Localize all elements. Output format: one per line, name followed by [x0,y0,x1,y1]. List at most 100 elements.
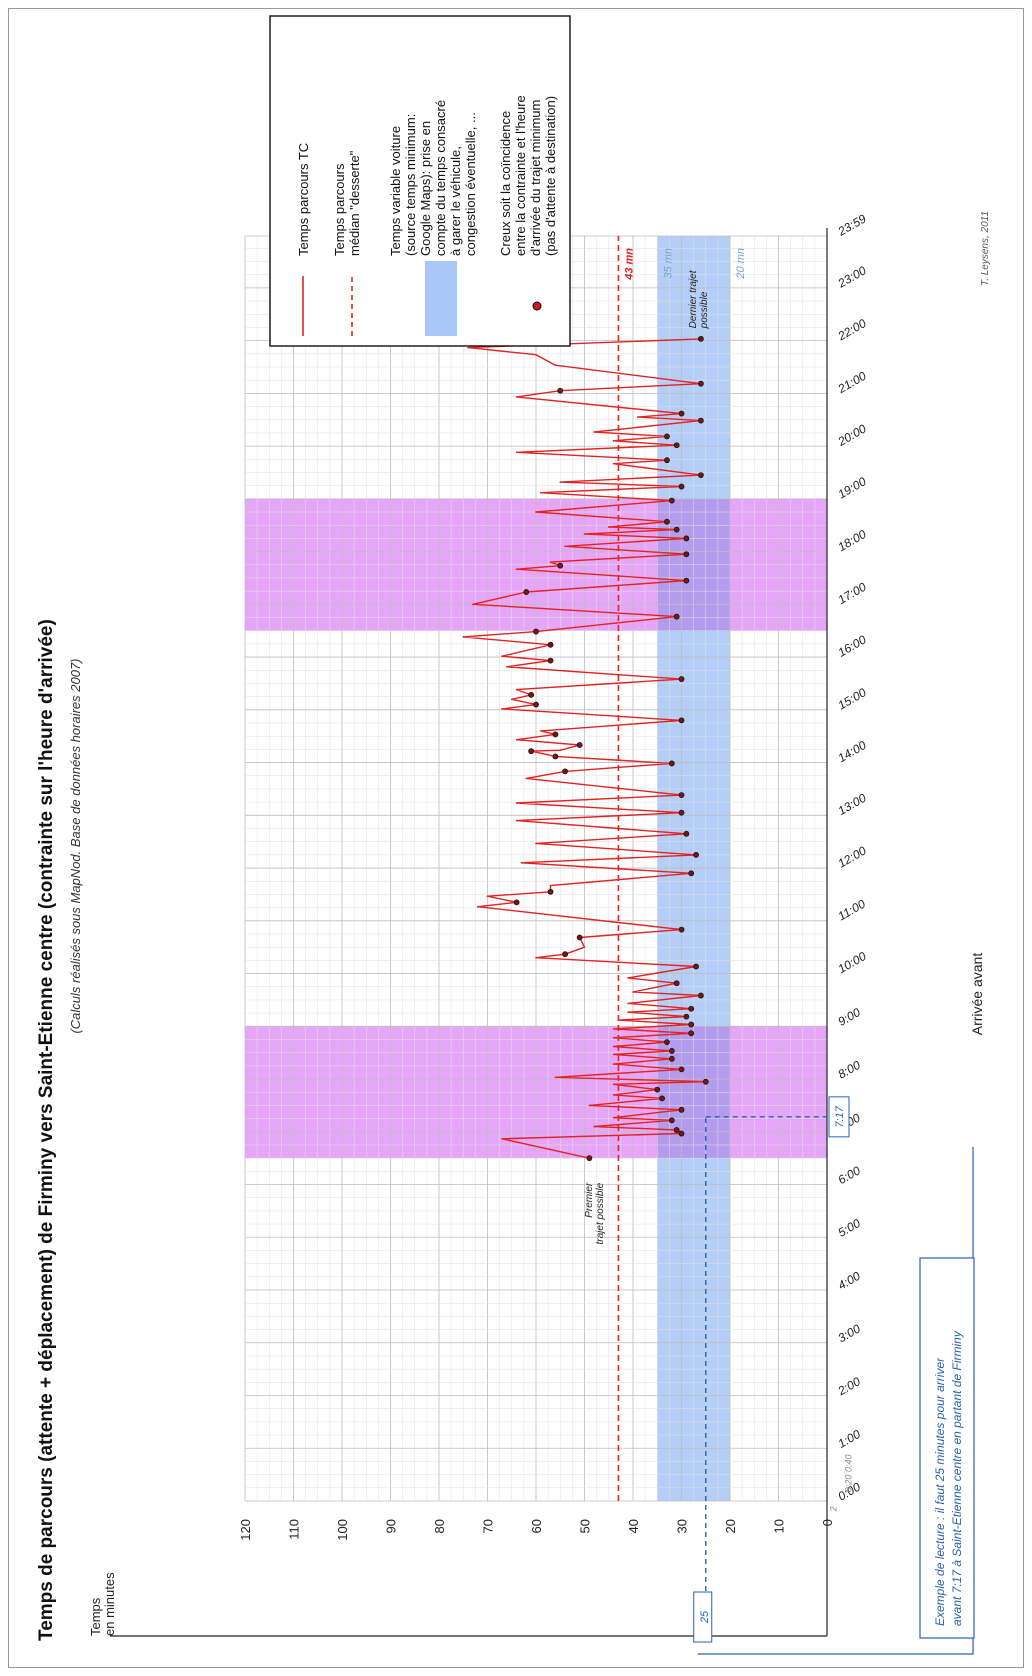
series-vertex [632,991,634,993]
series-vertex [501,1138,503,1140]
dip-marker [693,851,699,858]
x-tick-label: 5:00 [836,1216,864,1240]
dip-marker [693,963,699,970]
series-vertex [501,708,503,710]
y-tick-label: 50 [578,1519,593,1533]
dip-marker [673,442,680,449]
plot-area: 0 10 20 30 40 50 60 70 80 90 100 110 120 Tempsen minu… [88,211,975,1655]
dip-marker [668,1117,675,1124]
x-tick-label: 23:59 [835,211,869,239]
x-tick-label: 4:00 [836,1269,864,1293]
series-vertex [467,346,469,349]
series-vertex [515,396,518,398]
dip-marker [664,518,670,525]
tiny-label-0040: 0:40 [843,1454,853,1472]
series-vertex [607,526,610,528]
dip-marker [562,768,568,775]
series-vertex [612,1116,615,1119]
example-note-text: Exemple de lecture : il faut 25 minutes … [933,1330,964,1626]
dip-marker [678,483,685,490]
y-tick-label: 120 [238,1519,253,1541]
dip-marker [678,809,685,816]
series-vertex [588,1104,591,1107]
x-tick-label: 10:00 [836,949,869,976]
series-vertex [501,655,503,658]
example-value-label: 25 [699,1610,711,1624]
x-tick-label: 13:00 [836,791,869,818]
dip-marker [664,457,670,464]
series-vertex [515,568,518,570]
dip-marker [688,1030,695,1037]
dip-marker [528,691,535,698]
series-vertex [554,364,557,367]
x-tick-label: 22:00 [835,316,869,344]
dip-marker [562,951,568,958]
y-tick-label: 0 [820,1519,835,1526]
dip-marker [698,417,704,424]
series-vertex [549,884,552,887]
y-axis-title: Tempsen minutes [88,1572,117,1636]
legend-swatch-dip [532,301,542,311]
x-tick-label: 6:00 [836,1163,864,1187]
series-vertex [554,1076,557,1079]
series-vertex [472,603,474,606]
legend-swatch-car [425,261,457,336]
series-vertex [583,533,586,535]
dip-marker [552,753,559,760]
dip-marker [678,1130,685,1137]
dip-marker [668,1048,675,1054]
tiny-label-2: 2 [829,1506,839,1512]
legend-label-dip: Creux soit la coïncidenceentre la contra… [498,95,558,256]
dip-marker [698,335,704,342]
dip-marker [523,589,530,595]
x-tick-label: 23:00 [835,263,869,291]
dip-marker [678,676,685,682]
series-vertex [515,738,518,741]
series-vertex [540,730,542,732]
legend: Temps parcours TC Temps parcoursmédian "d… [269,15,571,347]
dip-marker [683,551,690,558]
tiny-label-0020: 0:20 [843,1475,853,1493]
y-tick-label: 30 [675,1519,690,1533]
dip-marker [678,717,685,724]
series-vertex [612,1036,615,1039]
credit-text: T. Leysens, 2011 [980,211,991,286]
y-tick-label: 80 [432,1519,447,1533]
car-band-bottom-label: 20 mn [735,248,747,280]
series-vertex [612,1083,615,1086]
y-tick-label: 90 [384,1519,399,1533]
example-time-box [828,1096,850,1138]
series-vertex [535,842,537,845]
dip-marker [683,535,690,542]
series-vertex [549,561,552,563]
y-tick-label: 10 [772,1519,787,1533]
example-time-label: 7:17 [834,1105,846,1127]
x-tick-label: 17:00 [836,580,869,607]
y-tick-label: 100 [335,1519,350,1541]
series-vertex [612,1063,615,1065]
x-tick-label: 9:00 [836,1005,864,1029]
series-vertex [612,1053,615,1056]
series-vertex [515,802,518,804]
x-tick-label: 16:00 [836,632,869,659]
dip-marker [673,1127,680,1133]
legend-label-median: Temps parcoursmédian "desserte" [332,150,362,256]
dip-marker [547,888,554,895]
series-vertex [510,698,513,701]
dip-marker [664,433,670,440]
last-trip-note: Dernier trajetpossible [688,269,710,329]
dip-marker [659,1095,665,1102]
dip-marker [673,526,680,533]
chart-title: Temps de parcours (attente + déplacement… [36,619,57,1641]
series-vertex [535,353,537,356]
dip-marker [673,980,680,987]
dip-marker [533,701,539,708]
dip-marker [668,760,675,767]
x-tick-label: 18:00 [836,527,869,554]
dip-marker [576,934,583,941]
series-vertex [627,1002,629,1005]
x-tick-label: 12:00 [836,843,869,870]
series-vertex [612,1045,615,1048]
dip-marker [683,577,690,584]
legend-label-tc: Temps parcours TC [296,143,311,256]
